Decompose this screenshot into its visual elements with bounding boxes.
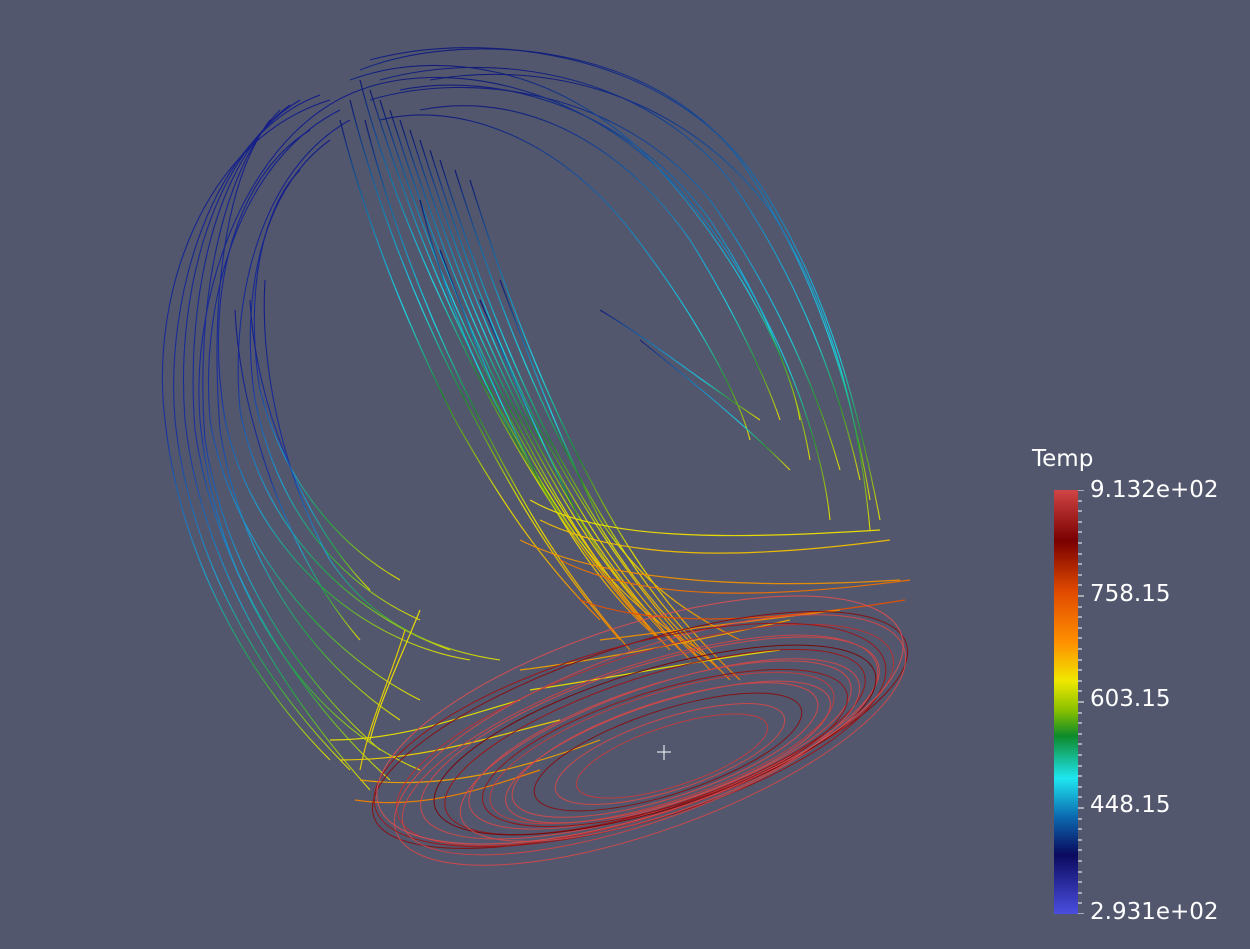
scalar-bar-title: Temp xyxy=(1032,446,1094,472)
streamlines-left-lobe xyxy=(161,89,501,791)
scalar-bar-label-758: 758.15 xyxy=(1090,581,1171,607)
streamlines-hot-swirl xyxy=(371,595,909,866)
crosshair-icon xyxy=(657,745,671,760)
scalar-bar-label-min: 2.931e+02 xyxy=(1090,899,1219,925)
streamlines-center-bundle xyxy=(339,79,741,681)
scalar-bar-label-448: 448.15 xyxy=(1090,792,1171,818)
scalar-bar-label-max: 9.132e+02 xyxy=(1090,477,1219,503)
scalar-bar-label-603: 603.15 xyxy=(1090,686,1171,712)
scalar-bar-legend: Temp 9.132e+02 758.15 603.15 448.15 2.93… xyxy=(1030,446,1240,926)
scalar-bar-gradient xyxy=(1054,490,1084,914)
streamlines-warm-transition xyxy=(329,499,911,804)
streamlines-right-lobe xyxy=(349,47,881,531)
